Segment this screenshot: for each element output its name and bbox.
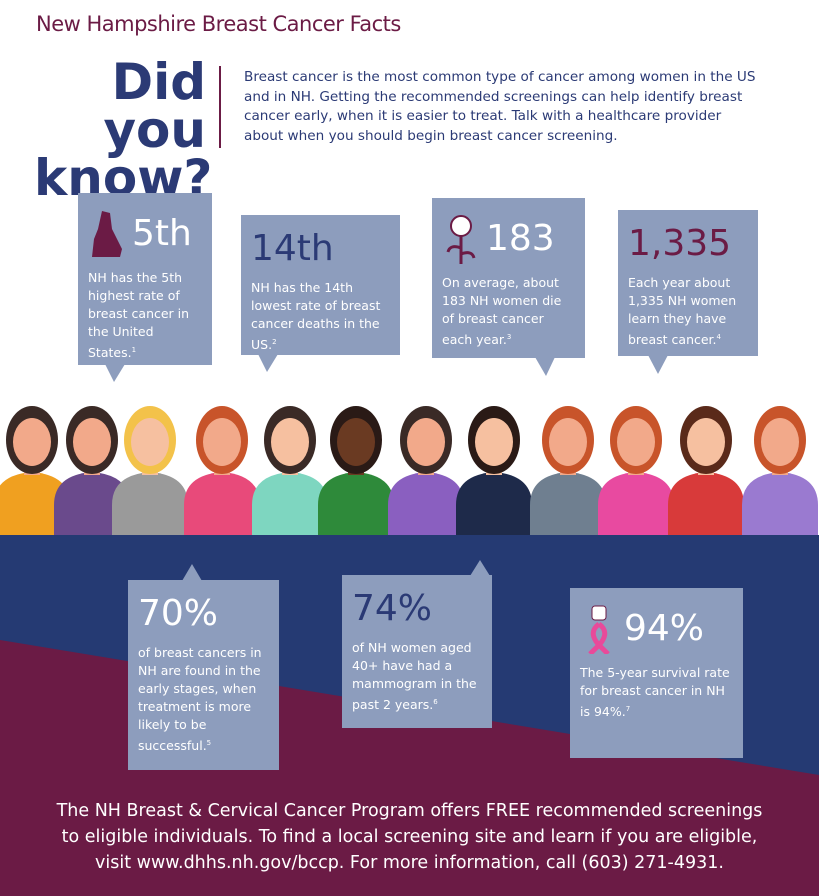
fact-body: The 5-year survival rate for breast canc… — [580, 665, 730, 720]
footnote: 1 — [131, 346, 137, 354]
fact-text: Each year about 1,335 NH women learn the… — [628, 274, 748, 349]
fact-text: On average, about 183 NH women die of br… — [442, 274, 575, 349]
person-body — [598, 472, 674, 535]
footer: The NH Breast & Cervical Cancer Program … — [0, 798, 819, 876]
nh-shape — [92, 211, 122, 257]
footnote: 5 — [206, 739, 212, 747]
person-body — [388, 472, 464, 535]
person-body — [668, 472, 744, 535]
person-body — [318, 472, 394, 535]
person-body — [0, 472, 70, 535]
fact-body: NH has the 5th highest rate of breast ca… — [88, 270, 190, 361]
pointer — [648, 355, 668, 374]
stat-row: 94% — [580, 604, 733, 654]
stat: 183 — [486, 218, 555, 259]
person-face — [337, 418, 375, 466]
fist — [591, 605, 607, 621]
icon — [588, 605, 610, 654]
fact-box: 14th NH has the 14th lowest rate of breas… — [241, 215, 400, 355]
headline: Did you know? — [34, 53, 212, 203]
fact-body: of breast cancers in NH are found in the… — [138, 645, 262, 754]
footnote: 6 — [433, 698, 438, 706]
person-face — [131, 418, 169, 466]
stat-row: 74% — [352, 589, 482, 629]
footnote: 7 — [625, 705, 631, 713]
footer-line: The NH Breast & Cervical Cancer Program … — [56, 801, 763, 821]
person-face — [271, 418, 309, 466]
person-body — [252, 472, 328, 535]
footnote: 3 — [506, 333, 512, 341]
person-body — [112, 472, 188, 535]
fact-text: of breast cancers in NH are found in the… — [138, 644, 269, 755]
pointer — [105, 364, 125, 382]
stat-row: 70% — [138, 594, 269, 634]
icon — [446, 215, 476, 264]
stat-row: 5th — [88, 209, 202, 259]
stat: 74% — [352, 588, 433, 629]
footnote: 2 — [272, 338, 277, 346]
fact-box: 1,335 Each year about 1,335 NH women lear… — [618, 210, 758, 356]
fact-text: NH has the 5th highest rate of breast ca… — [88, 269, 202, 362]
rose-stem — [446, 234, 476, 264]
fact-text: NH has the 14th lowest rate of breast ca… — [251, 279, 390, 354]
stat: 14th — [251, 228, 334, 269]
stat: 5th — [132, 213, 192, 254]
fact-box: 74% of NH women aged 40+ have had a mammo… — [342, 575, 492, 728]
stat-row: 14th — [251, 229, 390, 269]
stat: 94% — [624, 608, 705, 649]
fact-body: NH has the 14th lowest rate of breast ca… — [251, 280, 381, 353]
pointer — [535, 357, 555, 376]
stat-row: 183 — [442, 214, 575, 264]
person-face — [203, 418, 241, 466]
footer-line: to eligible individuals. To find a local… — [61, 827, 758, 847]
people-illustration — [0, 406, 818, 535]
fact-box: 5th NH has the 5th highest rate of breast… — [78, 193, 212, 365]
footer-line: visit www.dhhs.nh.gov/bccp. For more inf… — [95, 853, 724, 873]
person-face — [617, 418, 655, 466]
icon — [92, 211, 122, 257]
fact-text: of NH women aged 40+ have had a mammogra… — [352, 639, 482, 714]
pointer — [258, 354, 278, 372]
person-body — [184, 472, 260, 535]
fact-text: The 5-year survival rate for breast canc… — [580, 664, 733, 721]
divider — [219, 66, 221, 148]
person-body — [54, 472, 130, 535]
fact-box: 94% The 5-year survival rate for breast c… — [570, 588, 743, 758]
stat: 1,335 — [628, 223, 732, 264]
person-face — [761, 418, 799, 466]
person-face — [407, 418, 445, 466]
person-face — [73, 418, 111, 466]
fact-body: of NH women aged 40+ have had a mammogra… — [352, 640, 477, 713]
person-body — [456, 472, 532, 535]
headline-line: Did you — [103, 53, 206, 159]
fact-box: 183 On average, about 183 NH women die of… — [432, 198, 585, 358]
person-face — [475, 418, 513, 466]
stat-row: 1,335 — [628, 224, 748, 264]
fact-body: On average, about 183 NH women die of br… — [442, 275, 562, 348]
ribbon — [588, 621, 610, 654]
rose-flower — [450, 215, 472, 237]
footnote: 4 — [716, 333, 721, 341]
person-face — [13, 418, 51, 466]
person-face — [687, 418, 725, 466]
pointer — [470, 560, 490, 576]
person-face — [549, 418, 587, 466]
fact-box: 70% of breast cancers in NH are found in … — [128, 580, 279, 770]
pointer — [182, 564, 202, 581]
person-body — [742, 472, 818, 535]
stat: 70% — [138, 593, 219, 634]
intro: Breast cancer is the most common type of… — [244, 69, 756, 144]
person-body — [530, 472, 606, 535]
title: New Hampshire Breast Cancer Facts — [36, 12, 401, 36]
fact-body: Each year about 1,335 NH women learn the… — [628, 275, 737, 348]
